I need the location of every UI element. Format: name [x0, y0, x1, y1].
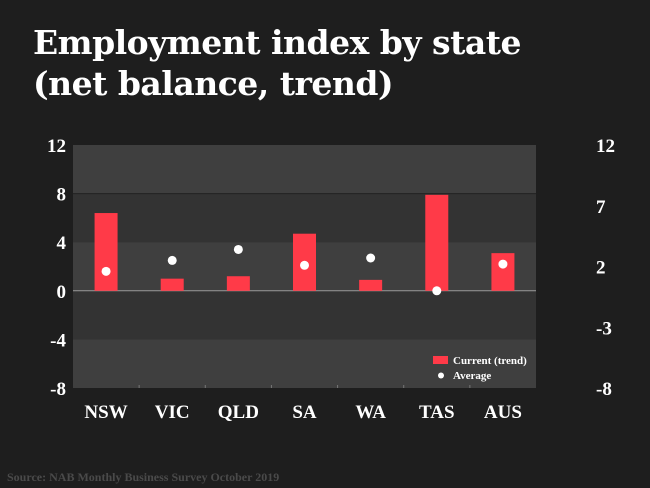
bar-tas [425, 194, 449, 291]
y-tick-label-right: -3 [596, 318, 612, 339]
bar-aus [491, 253, 515, 291]
legend-swatch-average [438, 372, 444, 379]
legend-label-average: Average [453, 370, 491, 382]
y-tick-label-right: 7 [596, 197, 606, 218]
grid-band [73, 290, 536, 340]
y-tick-label-right: -8 [596, 379, 612, 400]
x-tick-label: WA [355, 402, 386, 423]
chart-title: Employment index by state (net balance, … [33, 22, 521, 104]
average-dot-tas [432, 286, 442, 296]
y-tick-label-left: -8 [50, 379, 66, 400]
legend-label-current: Current (trend) [453, 355, 527, 367]
average-dot-aus [498, 259, 508, 269]
bar-nsw [94, 213, 118, 291]
title-line-1: Employment index by state [33, 23, 521, 62]
x-tick-label: NSW [84, 402, 127, 423]
x-tick-label: TAS [419, 402, 455, 423]
y-tick-label-left: -4 [50, 330, 66, 351]
x-tick-label: SA [292, 402, 317, 423]
grid-band [73, 145, 536, 194]
average-dot-vic [167, 255, 177, 265]
x-tick-label: VIC [155, 402, 190, 423]
average-dot-qld [233, 244, 243, 254]
average-dot-sa [300, 260, 309, 270]
bar-vic [160, 278, 184, 291]
average-dot-nsw [101, 266, 111, 276]
x-tick-label: AUS [484, 402, 522, 423]
x-tick-label: QLD [218, 402, 259, 423]
y-tick-label-right: 12 [596, 136, 615, 157]
legend-swatch-current [433, 356, 448, 364]
average-dot-wa [366, 253, 376, 263]
y-tick-label-left: 8 [57, 185, 67, 206]
bar-wa [359, 279, 383, 291]
title-line-2: (net balance, trend) [33, 64, 394, 103]
y-tick-label-left: 4 [57, 233, 67, 254]
y-tick-label-right: 2 [596, 258, 606, 279]
bar-qld [226, 276, 250, 291]
y-tick-label-left: 0 [57, 282, 67, 303]
y-tick-label-left: 12 [47, 136, 66, 157]
grid-band [73, 339, 536, 388]
source-note: Source: NAB Monthly Business Survey Octo… [7, 470, 280, 484]
